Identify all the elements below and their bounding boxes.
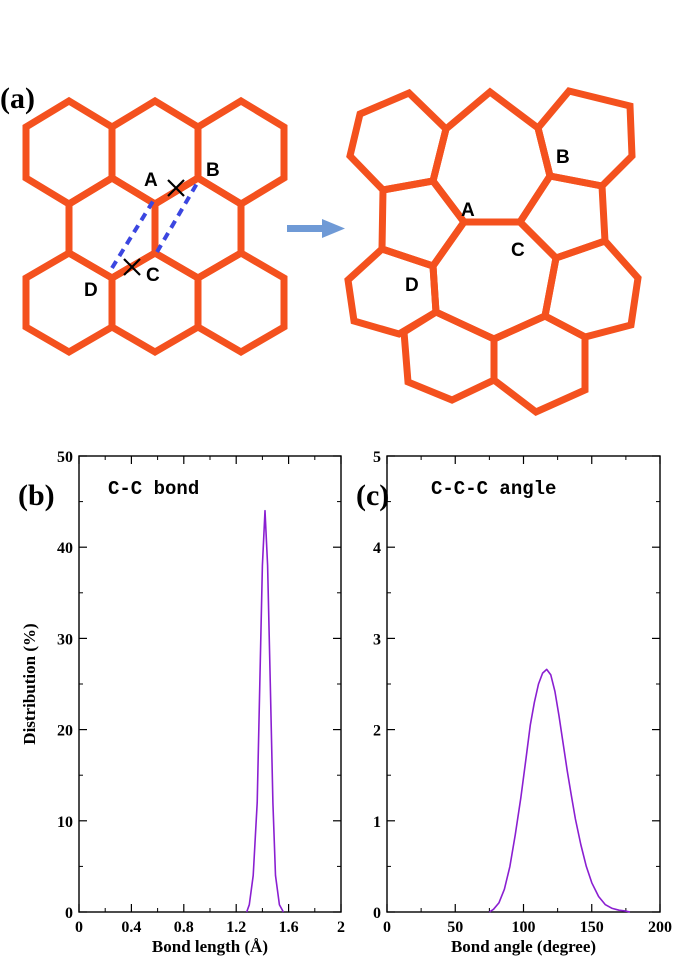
x-tick-label: 1.2 — [226, 919, 246, 936]
chart-title: C-C bond — [108, 478, 199, 500]
atom-label-b-right: B — [556, 147, 570, 168]
x-tick-label: 0 — [75, 919, 83, 936]
y-tick-label: 0 — [65, 905, 73, 922]
y-tick-label: 5 — [373, 449, 381, 466]
atom-label-a-right: A — [461, 200, 475, 221]
atom-label-b: B — [206, 160, 220, 181]
panel-c-label: (c) — [356, 479, 389, 512]
x-tick-label: 0 — [383, 919, 391, 936]
y-tick-label: 10 — [57, 814, 73, 831]
panel-b-label: (b) — [18, 479, 55, 512]
y-tick-label: 4 — [373, 540, 381, 557]
panel-a-label: (a) — [0, 82, 35, 115]
y-tick-label: 30 — [57, 631, 73, 648]
transformation-arrow — [287, 219, 345, 238]
chart-title: C-C-C angle — [431, 478, 556, 500]
plot-frame — [78, 455, 342, 913]
x-tick-label: 200 — [648, 919, 672, 936]
atom-label-c-right: C — [511, 240, 525, 261]
defected-lattice — [344, 87, 642, 417]
plot-frame — [386, 455, 661, 913]
y-tick-label: 2 — [373, 723, 381, 740]
polygon-ring — [534, 87, 636, 190]
y-tick-label: 20 — [57, 723, 73, 740]
polygon-ring — [490, 312, 589, 417]
x-axis-label: Bond length (Å) — [152, 937, 268, 956]
x-tick-label: 0.8 — [174, 919, 194, 936]
broken-bond-mark-a — [167, 179, 185, 197]
y-tick-label: 0 — [373, 905, 381, 922]
polygon-ring — [344, 245, 440, 338]
bond-angle-chart: 0 50 100 150 200 0 1 2 3 4 5 C-C-C angle Bond angle … — [373, 449, 672, 956]
hexagon — [22, 248, 116, 357]
hexagon — [194, 248, 288, 357]
x-tick-label: 0.4 — [121, 919, 141, 936]
y-tick-label: 3 — [373, 631, 381, 648]
atom-label-c: C — [146, 265, 160, 286]
x-axis-label: Bond angle (degree) — [451, 937, 596, 956]
x-tick-label: 150 — [580, 919, 604, 936]
x-tick-label: 100 — [512, 919, 536, 936]
y-tick-label: 50 — [57, 449, 73, 466]
atom-label-d: D — [84, 280, 98, 301]
x-tick-label: 2 — [337, 919, 345, 936]
atom-label-d-right: D — [405, 275, 419, 296]
y-tick-label: 40 — [57, 540, 73, 557]
atom-label-a: A — [144, 170, 158, 191]
data-series-line — [488, 668, 631, 913]
x-tick-label: 1.6 — [279, 919, 299, 936]
broken-bond-mark-c — [123, 258, 141, 276]
y-axis-label: Distribution (%) — [20, 623, 39, 744]
y-tick-label: 1 — [373, 814, 381, 831]
x-tick-label: 50 — [447, 919, 463, 936]
data-series-line — [245, 509, 285, 913]
polygon-ring — [400, 308, 498, 404]
pristine-lattice — [22, 96, 288, 357]
